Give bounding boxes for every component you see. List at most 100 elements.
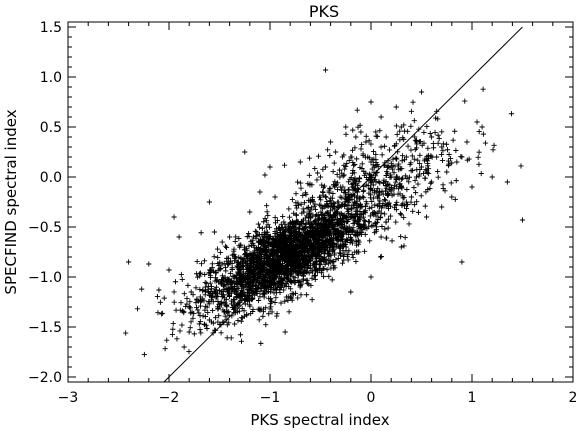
data-point bbox=[376, 192, 382, 198]
data-point bbox=[312, 237, 319, 243]
data-point bbox=[330, 190, 336, 197]
data-point bbox=[277, 284, 283, 290]
x-axis-label: PKS spectral index bbox=[250, 411, 389, 429]
data-point bbox=[385, 201, 391, 208]
data-point bbox=[362, 248, 368, 254]
data-point bbox=[435, 140, 441, 146]
data-point bbox=[286, 206, 292, 212]
data-point bbox=[362, 217, 368, 224]
data-point bbox=[304, 292, 310, 298]
data-point bbox=[208, 319, 215, 325]
data-point bbox=[227, 234, 233, 240]
data-point bbox=[415, 181, 421, 187]
data-point bbox=[301, 269, 307, 275]
data-point bbox=[370, 210, 376, 216]
data-point bbox=[216, 313, 222, 319]
data-point bbox=[171, 299, 177, 305]
data-point bbox=[406, 179, 412, 185]
data-point bbox=[341, 242, 347, 248]
data-point bbox=[322, 67, 329, 73]
data-point bbox=[264, 278, 270, 284]
data-point bbox=[260, 313, 266, 319]
data-point bbox=[308, 207, 314, 213]
data-point bbox=[385, 182, 391, 188]
data-point bbox=[217, 249, 223, 256]
data-point bbox=[265, 212, 271, 219]
y-tick-label: −0.5 bbox=[28, 220, 62, 236]
data-point bbox=[219, 291, 225, 297]
data-point bbox=[228, 335, 234, 341]
data-point bbox=[161, 295, 167, 301]
data-point bbox=[293, 212, 299, 218]
data-point bbox=[353, 249, 360, 255]
data-point bbox=[377, 254, 384, 260]
data-point bbox=[313, 259, 319, 265]
data-point bbox=[170, 326, 176, 332]
data-point bbox=[321, 212, 327, 219]
data-point bbox=[306, 155, 313, 161]
data-point bbox=[438, 151, 445, 158]
data-point bbox=[383, 134, 389, 140]
data-point bbox=[393, 202, 399, 208]
data-point bbox=[170, 320, 176, 327]
data-point bbox=[212, 287, 218, 293]
data-point bbox=[393, 176, 399, 182]
data-point bbox=[280, 251, 286, 257]
data-point bbox=[184, 301, 190, 307]
data-point bbox=[269, 264, 275, 270]
data-point bbox=[220, 282, 226, 289]
data-point bbox=[425, 163, 431, 169]
data-point bbox=[397, 181, 403, 187]
data-point bbox=[341, 152, 347, 158]
data-point bbox=[339, 195, 345, 201]
data-point bbox=[262, 172, 268, 178]
data-point bbox=[370, 177, 376, 183]
data-point bbox=[408, 194, 414, 200]
data-point bbox=[278, 300, 284, 306]
data-point bbox=[334, 186, 341, 193]
data-point bbox=[246, 233, 252, 239]
data-point bbox=[413, 190, 419, 196]
data-point bbox=[401, 122, 407, 128]
data-point bbox=[388, 184, 395, 191]
data-point bbox=[425, 166, 432, 172]
data-point bbox=[377, 128, 383, 134]
data-point bbox=[236, 279, 242, 285]
data-point bbox=[395, 163, 401, 169]
data-point bbox=[257, 271, 263, 278]
data-point bbox=[197, 294, 203, 300]
data-point bbox=[371, 164, 377, 170]
data-point bbox=[255, 259, 262, 265]
data-point bbox=[356, 224, 362, 230]
data-point bbox=[205, 284, 212, 290]
data-point bbox=[423, 214, 430, 220]
data-point bbox=[384, 164, 391, 170]
data-point bbox=[459, 259, 465, 265]
data-point bbox=[331, 160, 337, 166]
data-point bbox=[277, 279, 284, 285]
data-point bbox=[423, 166, 429, 173]
data-point bbox=[162, 346, 168, 352]
data-point bbox=[285, 294, 291, 300]
data-point bbox=[420, 170, 427, 177]
data-point bbox=[254, 247, 260, 253]
x-tick-label: −2 bbox=[159, 390, 180, 406]
data-point bbox=[424, 169, 430, 176]
data-point bbox=[242, 149, 248, 155]
data-point bbox=[300, 206, 306, 212]
data-point bbox=[248, 287, 254, 293]
data-point bbox=[210, 307, 216, 314]
data-point bbox=[354, 242, 360, 248]
data-point bbox=[245, 230, 252, 237]
data-point bbox=[337, 245, 344, 251]
data-point bbox=[331, 252, 338, 258]
data-point bbox=[263, 272, 269, 278]
data-point bbox=[296, 226, 302, 232]
data-point bbox=[330, 168, 336, 175]
data-point bbox=[360, 151, 366, 157]
data-point bbox=[349, 251, 355, 257]
y-tick-label: 0.0 bbox=[40, 170, 62, 186]
data-point bbox=[335, 199, 341, 205]
data-point bbox=[350, 254, 356, 261]
data-point bbox=[385, 163, 391, 169]
